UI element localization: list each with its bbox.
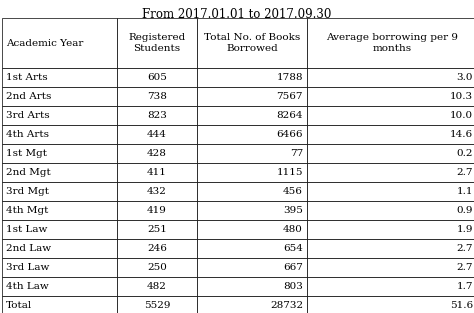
Text: 411: 411: [147, 168, 167, 177]
Text: 8264: 8264: [276, 111, 303, 120]
Text: Registered
Students: Registered Students: [128, 33, 186, 53]
Text: 4th Mgt: 4th Mgt: [6, 206, 48, 215]
Text: From 2017.01.01 to 2017.09.30: From 2017.01.01 to 2017.09.30: [142, 8, 332, 21]
Text: 605: 605: [147, 73, 167, 82]
Text: 419: 419: [147, 206, 167, 215]
Text: 456: 456: [283, 187, 303, 196]
Text: 1115: 1115: [276, 168, 303, 177]
Text: 1.9: 1.9: [456, 225, 473, 234]
Text: 654: 654: [283, 244, 303, 253]
Text: 1788: 1788: [276, 73, 303, 82]
Text: 3rd Arts: 3rd Arts: [6, 111, 50, 120]
Text: 51.6: 51.6: [450, 301, 473, 310]
Text: 0.2: 0.2: [456, 149, 473, 158]
Text: 2nd Mgt: 2nd Mgt: [6, 168, 51, 177]
Text: 4th Law: 4th Law: [6, 282, 49, 291]
Text: 251: 251: [147, 225, 167, 234]
Text: 2nd Arts: 2nd Arts: [6, 92, 51, 101]
Text: Total: Total: [6, 301, 32, 310]
Text: 2.7: 2.7: [456, 244, 473, 253]
Text: 1.1: 1.1: [456, 187, 473, 196]
Text: 1st Law: 1st Law: [6, 225, 47, 234]
Text: 28732: 28732: [270, 301, 303, 310]
Text: 432: 432: [147, 187, 167, 196]
Text: 3rd Mgt: 3rd Mgt: [6, 187, 49, 196]
Text: Total No. of Books
Borrowed: Total No. of Books Borrowed: [204, 33, 300, 53]
Text: 6466: 6466: [276, 130, 303, 139]
Text: 1.7: 1.7: [456, 282, 473, 291]
Text: 803: 803: [283, 282, 303, 291]
Text: 2.7: 2.7: [456, 263, 473, 272]
Text: 2.7: 2.7: [456, 168, 473, 177]
Text: 250: 250: [147, 263, 167, 272]
Text: 3.0: 3.0: [456, 73, 473, 82]
Text: 480: 480: [283, 225, 303, 234]
Text: 1st Arts: 1st Arts: [6, 73, 47, 82]
Text: 395: 395: [283, 206, 303, 215]
Text: 5529: 5529: [144, 301, 170, 310]
Text: 1st Mgt: 1st Mgt: [6, 149, 47, 158]
Text: 246: 246: [147, 244, 167, 253]
Text: 10.3: 10.3: [450, 92, 473, 101]
Text: 7567: 7567: [276, 92, 303, 101]
Text: 667: 667: [283, 263, 303, 272]
Text: 482: 482: [147, 282, 167, 291]
Text: 10.0: 10.0: [450, 111, 473, 120]
Text: 0.9: 0.9: [456, 206, 473, 215]
Text: 428: 428: [147, 149, 167, 158]
Text: Academic Year: Academic Year: [6, 38, 83, 48]
Text: 77: 77: [290, 149, 303, 158]
Text: 823: 823: [147, 111, 167, 120]
Text: 4th Arts: 4th Arts: [6, 130, 49, 139]
Text: 444: 444: [147, 130, 167, 139]
Text: 2nd Law: 2nd Law: [6, 244, 51, 253]
Text: Average borrowing per 9
months: Average borrowing per 9 months: [326, 33, 458, 53]
Text: 3rd Law: 3rd Law: [6, 263, 49, 272]
Text: 14.6: 14.6: [450, 130, 473, 139]
Text: 738: 738: [147, 92, 167, 101]
